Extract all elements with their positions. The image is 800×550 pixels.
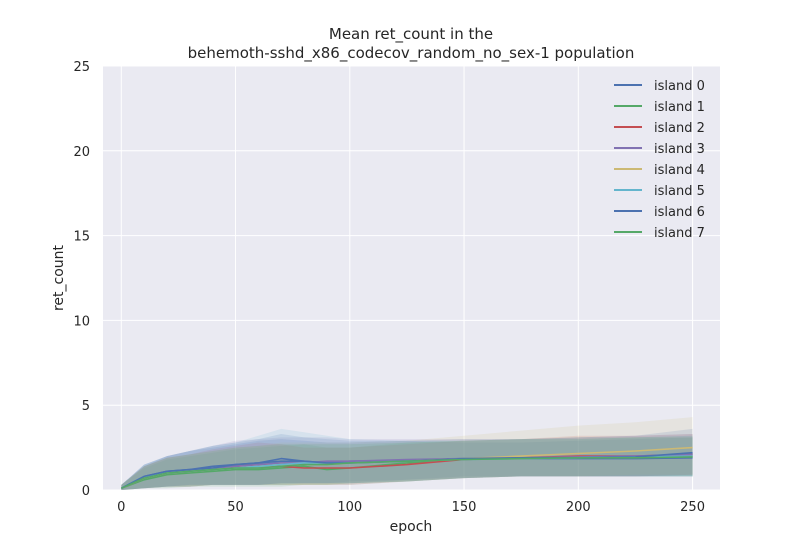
x-tick-label: 100	[337, 500, 362, 515]
series-lines	[120, 446, 693, 490]
x-axis-label: epoch	[390, 519, 433, 535]
chart-title-line-1: Mean ret_count in the	[329, 25, 493, 44]
legend-label: island 1	[654, 100, 705, 115]
x-tick-label: 0	[117, 500, 125, 515]
legend: island 0 island 1 island 2 island 3 island 4…	[614, 79, 705, 241]
y-tick-label: 5	[82, 399, 90, 414]
x-tick-label: 150	[452, 500, 477, 515]
confidence-band	[121, 437, 693, 490]
y-tick-label: 25	[73, 60, 90, 75]
series-line	[120, 456, 693, 490]
confidence-band	[121, 434, 693, 490]
legend-label: island 5	[654, 184, 705, 199]
plot-area	[103, 66, 720, 490]
legend-label: island 7	[654, 226, 705, 241]
chart-title-line-2: behemoth-sshd_x86_codecov_random_no_sex-…	[188, 44, 635, 63]
x-tick-label: 200	[566, 500, 591, 515]
legend-label: island 4	[654, 163, 705, 178]
y-tick-label: 15	[73, 230, 90, 245]
x-tick-label: 50	[227, 500, 244, 515]
y-axis-label: ret_count	[51, 244, 67, 311]
legend-label: island 3	[654, 142, 705, 157]
grid-lines	[103, 65, 720, 491]
confidence-band	[121, 434, 693, 490]
confidence-band	[121, 434, 693, 490]
confidence-band	[121, 417, 693, 490]
y-tick-label: 20	[73, 145, 90, 160]
y-axis-ticks: 0 5 10 15 20 25	[73, 60, 90, 499]
x-axis-ticks: 0 50 100 150 200 250	[117, 500, 705, 515]
legend-label: island 0	[654, 79, 705, 94]
legend-label: island 2	[654, 121, 705, 136]
y-tick-label: 0	[82, 484, 90, 499]
y-tick-label: 10	[73, 314, 90, 329]
x-tick-label: 250	[680, 500, 705, 515]
legend-label: island 6	[654, 205, 705, 220]
